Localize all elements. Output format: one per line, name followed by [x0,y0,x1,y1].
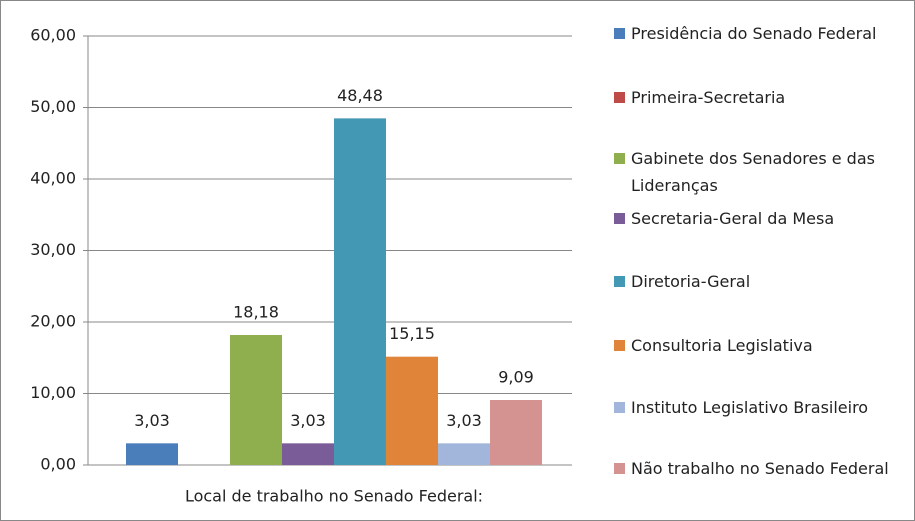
data-label: 9,09 [498,368,534,387]
legend-item: Secretaria-Geral da Mesa [614,205,904,232]
y-tick-label: 30,00 [30,240,76,259]
bar [282,443,334,465]
legend-label: Consultoria Legislativa [631,336,813,355]
bar [334,118,386,466]
y-tick-label: 60,00 [30,26,76,45]
y-tick-label: 0,00 [40,455,76,474]
legend-item: Gabinete dos Senadores e das Lideranças [614,145,904,199]
bar [438,443,490,465]
data-label: 3,03 [290,411,326,430]
legend-label: Primeira-Secretaria [631,88,786,107]
y-tick-label: 10,00 [30,383,76,402]
legend-label: Secretaria-Geral da Mesa [631,209,835,228]
data-label: 18,18 [233,303,279,322]
legend-item: Diretoria-Geral [614,268,904,295]
legend-label: Instituto Legislativo Brasileiro [631,398,869,417]
legend-label: Gabinete dos Senadores e das Lideranças [631,149,875,195]
legend-swatch [614,276,625,287]
y-tick-label: 40,00 [30,169,76,188]
y-tick-label: 50,00 [30,97,76,116]
legend-item: Presidência do Senado Federal [614,20,904,47]
legend-swatch [614,213,625,224]
data-label: 3,03 [134,411,170,430]
data-label: 3,03 [446,411,482,430]
legend-label: Não trabalho no Senado Federal [631,459,889,478]
y-tick-label: 20,00 [30,312,76,331]
legend-swatch [614,463,625,474]
legend-swatch [614,340,625,351]
data-label: 15,15 [389,324,435,343]
bar [126,443,178,465]
legend-item: Consultoria Legislativa [614,332,904,359]
legend-swatch [614,402,625,413]
legend-item: Não trabalho no Senado Federal [614,455,904,482]
bar [490,400,542,465]
legend-swatch [614,153,625,164]
x-tick-label: Local de trabalho no Senado Federal: [185,487,483,506]
legend-swatch [614,92,625,103]
legend-swatch [614,28,625,39]
bar [386,356,438,465]
data-label: 48,48 [337,86,383,105]
bar [230,335,282,465]
legend-item: Instituto Legislativo Brasileiro [614,394,904,421]
legend-item: Primeira-Secretaria [614,84,904,111]
legend-label: Diretoria-Geral [631,272,751,291]
legend-label: Presidência do Senado Federal [631,24,877,43]
